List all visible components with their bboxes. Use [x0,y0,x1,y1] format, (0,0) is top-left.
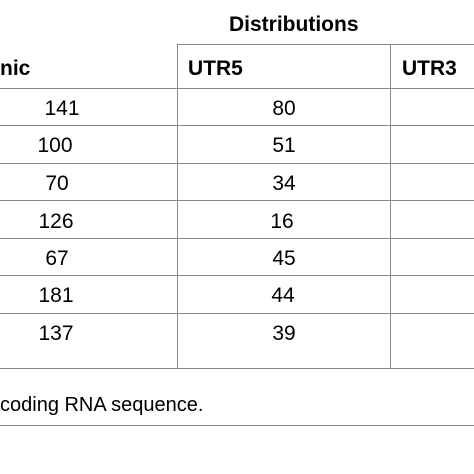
column-header-utr5: UTR5 [188,57,243,80]
group-header-distributions: Distributions [229,13,359,36]
row-divider [0,313,474,314]
row-divider [0,238,474,239]
table-cell-utr5: 34 [272,172,296,195]
table-cell-intronic: 141 [44,97,80,120]
column-header-utr3: UTR3 [402,57,457,80]
column-divider-left [177,44,178,369]
row-divider [0,163,474,164]
table-cell-utr5: 39 [272,322,296,345]
row-divider [0,200,474,201]
row-divider [0,125,474,126]
table-cell-intronic: 181 [38,284,74,307]
table-cell-intronic: 126 [38,210,74,233]
table-cell-intronic: 100 [37,134,73,157]
footnote-bottom-border [0,425,474,426]
table-cell-intronic: 70 [45,172,69,195]
table-bottom-border [0,368,474,369]
table-cell-intronic: 137 [38,322,74,345]
table-footnote: coding RNA sequence. [0,394,204,416]
table-cell-utr5: 45 [272,247,296,270]
column-header-intronic: nic [0,57,31,80]
table-cell-utr5: 80 [272,97,296,120]
group-header-underline [178,44,474,45]
row-divider [0,275,474,276]
table-cell-utr5: 51 [272,134,296,157]
table-cell-utr5: 16 [270,210,294,233]
column-divider-right [390,44,391,369]
table-cell-intronic: 67 [45,247,69,270]
table-cell-utr5: 44 [271,284,295,307]
header-bottom-border [0,88,474,89]
